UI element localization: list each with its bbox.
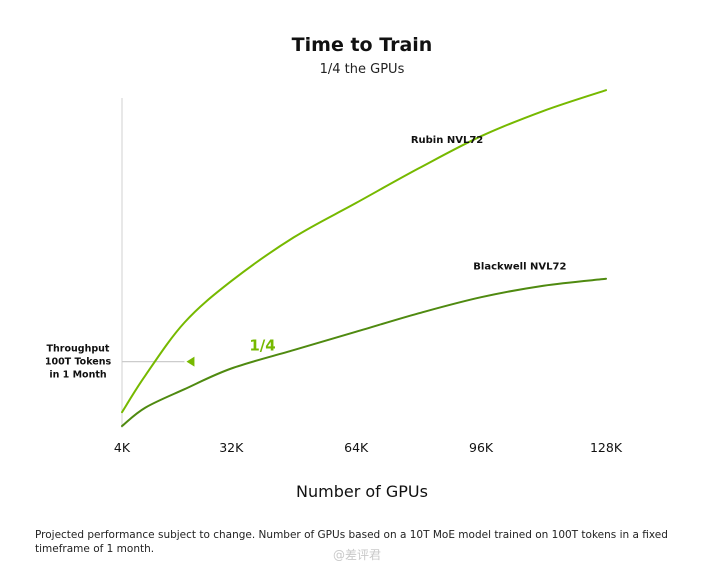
ref-label-line-1: Throughput: [47, 344, 110, 355]
x-tick-label: 96K: [469, 440, 494, 455]
series-label-blackwell: Blackwell NVL72: [473, 262, 566, 273]
watermark: @差评君: [333, 548, 382, 562]
time-to-train-chart: Time to Train 1/4 the GPUs Throughput 10…: [45, 34, 623, 501]
chart-subtitle: 1/4 the GPUs: [320, 62, 405, 77]
x-axis-title: Number of GPUs: [296, 482, 428, 501]
series-line-blackwell: [121, 277, 607, 427]
chart-title: Time to Train: [292, 34, 433, 56]
series-line-rubin: [121, 89, 607, 414]
x-tick-label: 128K: [590, 440, 623, 455]
footnote: Projected performance subject to change.…: [35, 529, 668, 555]
x-tick-label: 4K: [114, 440, 131, 455]
ratio-label: 1/4: [249, 337, 275, 355]
ref-label-line-3: in 1 Month: [49, 370, 107, 381]
x-tick-label: 32K: [219, 440, 244, 455]
series-label-rubin: Rubin NVL72: [411, 135, 483, 146]
throughput-reference: Throughput 100T Tokens in 1 Month: [45, 344, 185, 381]
x-axis-ticks: 4K 32K 64K 96K 128K: [114, 440, 623, 455]
ratio-annotation: 1/4: [186, 337, 327, 367]
series-lines: [121, 89, 607, 427]
ratio-arrow-head: [186, 356, 195, 367]
x-tick-label: 64K: [344, 440, 369, 455]
ref-label-line-2: 100T Tokens: [45, 357, 112, 368]
